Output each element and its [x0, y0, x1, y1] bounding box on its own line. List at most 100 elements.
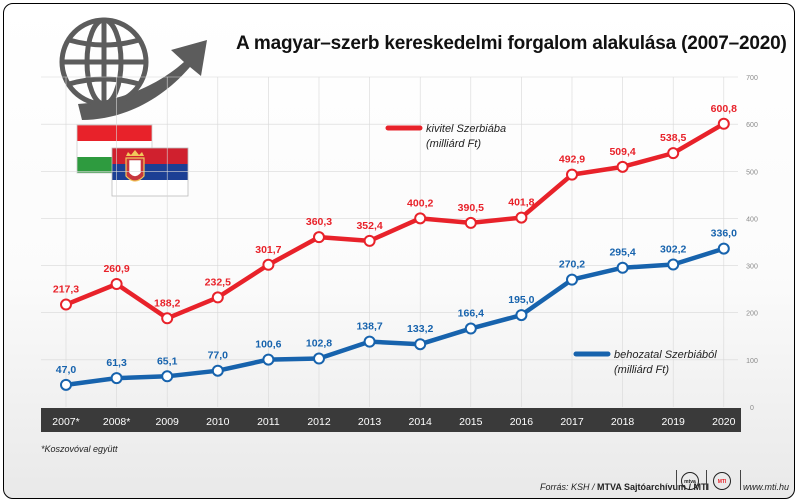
svg-text:mtva: mtva — [684, 479, 696, 485]
data-label: 100,6 — [255, 339, 281, 351]
data-label: 217,3 — [53, 284, 79, 296]
x-tick-label: 2010 — [206, 416, 230, 428]
x-tick-label: 2018 — [611, 416, 635, 428]
data-label: 195,0 — [508, 294, 534, 306]
data-label: 77,0 — [208, 350, 229, 362]
data-point — [110, 372, 123, 385]
serbia-flag-icon — [111, 147, 189, 197]
data-label: 360,3 — [306, 216, 332, 228]
data-label: 232,5 — [205, 276, 231, 288]
chart-series: 217,3 260,9 188,2 232,5 301,7 360,3 352,4 400,2… — [53, 103, 737, 391]
chart-legend: kivitel Szerbiába(milliárd Ft)behozatal … — [385, 123, 717, 376]
data-label: 401,8 — [508, 197, 534, 209]
footer-divider — [706, 470, 707, 490]
series-line-import — [63, 246, 727, 388]
legend-item-import: behozatal Szerbiából (milliárd Ft) — [573, 349, 717, 376]
y-tick-label: 300 — [746, 264, 758, 271]
y-tick-label: 700 — [746, 75, 758, 82]
data-label: 509,4 — [609, 146, 635, 158]
data-point — [667, 258, 680, 271]
data-point — [60, 298, 72, 311]
x-tick-label: 2011 — [257, 416, 280, 428]
series-export: 217,3 260,9 188,2 232,5 301,7 360,3 352,4 400,2… — [53, 103, 737, 325]
data-point — [414, 212, 427, 225]
data-label: 102,8 — [306, 338, 332, 350]
globe-icon — [59, 17, 149, 107]
data-point — [464, 216, 477, 229]
y-tick-label: 0 — [750, 405, 754, 412]
x-tick-label: 2013 — [358, 416, 382, 428]
chart-title: A magyar–szerb kereskedelmi forgalom ala… — [236, 33, 787, 54]
data-point — [515, 211, 528, 224]
data-point — [667, 147, 680, 160]
legend-unit: (milliárd Ft) — [614, 364, 669, 376]
footnote: *Koszovóval együtt — [41, 444, 118, 454]
x-axis: 2007* 2008* 2009 2010 2011 2012 2013 2014 2015 20… — [52, 416, 735, 428]
data-point — [616, 160, 629, 173]
y-axis: 0 100 200 300 400 500 600 700 — [746, 75, 758, 412]
data-point — [161, 370, 174, 383]
data-point — [211, 291, 224, 304]
x-tick-label: 2008* — [103, 416, 130, 428]
data-label: 166,4 — [458, 308, 484, 320]
data-label: 65,1 — [157, 355, 178, 367]
x-tick-label: 2019 — [662, 416, 686, 428]
chart-grid — [41, 76, 738, 407]
svg-text:MTI: MTI — [718, 479, 727, 485]
data-point — [414, 338, 427, 351]
data-label: 600,8 — [711, 103, 737, 115]
data-label: 336,0 — [711, 228, 737, 240]
data-label: 47,0 — [56, 364, 77, 376]
x-tick-label: 2020 — [712, 416, 736, 428]
source-organization: MTVA Sajtóarchívum / MTI — [597, 482, 710, 492]
x-tick-label: 2012 — [307, 416, 331, 428]
legend-unit: (milliárd Ft) — [426, 138, 481, 150]
x-axis-band — [41, 408, 741, 432]
footer-divider — [676, 470, 677, 490]
y-tick-label: 200 — [746, 311, 758, 318]
data-label: 138,7 — [356, 321, 382, 333]
data-point — [566, 273, 578, 286]
x-tick-label: 2015 — [459, 416, 483, 428]
data-point — [717, 242, 730, 255]
legend-label: behozatal Szerbiából — [614, 349, 717, 361]
data-label: 301,7 — [255, 244, 281, 256]
y-tick-label: 600 — [746, 122, 758, 129]
mtva-logo: mtva — [681, 472, 699, 490]
source-text: Forrás: KSH / — [540, 482, 598, 492]
y-tick-label: 100 — [746, 358, 758, 365]
data-point — [262, 258, 275, 271]
data-point — [363, 234, 376, 247]
data-label: 352,4 — [356, 220, 382, 232]
legend-label: kivitel Szerbiába — [426, 123, 506, 135]
data-point — [110, 278, 123, 291]
data-point — [161, 312, 174, 325]
data-label: 270,2 — [559, 259, 585, 271]
data-point — [313, 352, 325, 365]
data-point — [515, 309, 528, 322]
data-label: 260,9 — [103, 263, 129, 275]
data-point — [616, 261, 629, 274]
data-label: 538,5 — [660, 132, 686, 144]
y-tick-label: 400 — [746, 216, 758, 223]
x-tick-label: 2007* — [52, 416, 79, 428]
mti-logo: MTI — [713, 472, 731, 490]
data-point — [262, 353, 275, 366]
footer-divider — [740, 470, 741, 490]
data-label: 133,2 — [407, 323, 433, 335]
legend-item-export: kivitel Szerbiába (milliárd Ft) — [385, 123, 506, 150]
website-url: www.mti.hu — [743, 482, 790, 492]
y-tick-label: 500 — [746, 169, 758, 176]
data-point — [717, 117, 730, 130]
data-point — [313, 231, 325, 244]
data-label: 302,2 — [660, 244, 686, 256]
data-point — [464, 322, 477, 335]
data-point — [566, 168, 578, 181]
data-label: 400,2 — [407, 197, 433, 209]
data-point — [60, 378, 72, 391]
data-point — [211, 364, 224, 377]
series-import: 47,0 61,3 65,1 77,0 100,6 102,8 138,7 133,2 166,… — [56, 228, 737, 391]
